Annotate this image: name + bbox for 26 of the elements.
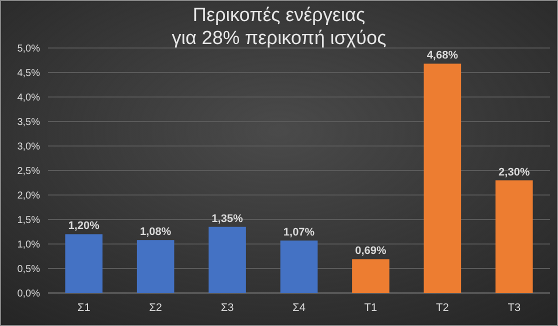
y-tick-label: 1,0% [17, 240, 40, 250]
x-tick-label: Τ1 [364, 302, 378, 314]
y-tick-label: 5,0% [17, 44, 40, 54]
y-tick-label: 2,5% [17, 166, 40, 177]
data-label: 1,20% [68, 220, 100, 232]
y-tick-label: 2,0% [17, 190, 40, 202]
x-tick-label: Τ2 [436, 302, 449, 314]
y-tick-label: 4,0% [17, 92, 40, 104]
x-tick-label: Τ3 [508, 302, 521, 314]
data-label: 0,69% [355, 245, 387, 258]
chart-title: Περικοπές ενέργειας για 28% περικοπή ισχύος [172, 5, 386, 49]
x-tick-label: Σ1 [77, 302, 90, 314]
x-tick-label: Σ3 [220, 302, 234, 314]
y-tick-label: 3,0% [17, 142, 40, 152]
y-tick-label: 0,0% [17, 288, 40, 300]
y-tick-label: 3,5% [17, 117, 40, 128]
x-tick-label: Σ4 [292, 302, 306, 314]
data-label: 4,68% [426, 50, 458, 62]
y-tick-label: 1,5% [17, 215, 40, 226]
data-label: 1,35% [212, 212, 244, 225]
data-label: 1,07% [283, 226, 315, 239]
y-tick-label: 0,5% [17, 264, 40, 275]
x-tick-label: Σ2 [149, 302, 162, 314]
data-label: 2,30% [498, 166, 530, 178]
data-label: 1,08% [140, 226, 172, 238]
y-tick-label: 4,5% [17, 68, 40, 79]
